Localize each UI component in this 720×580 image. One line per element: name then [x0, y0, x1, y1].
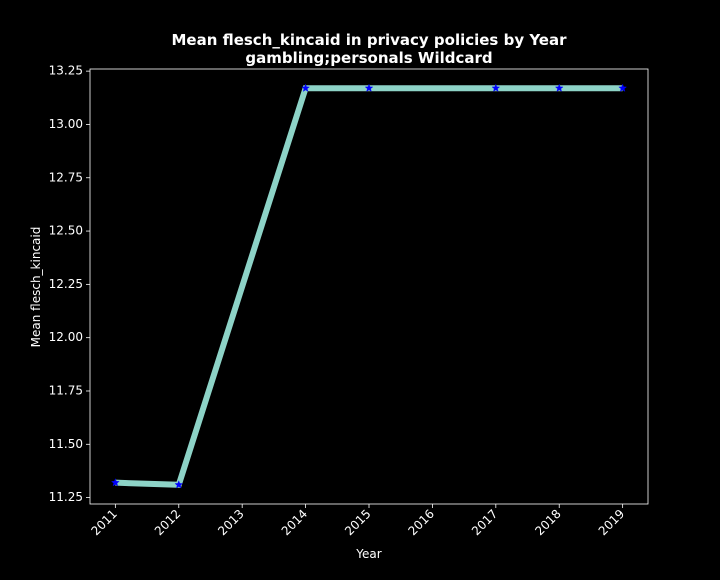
x-tick-label: 2016 [406, 507, 437, 538]
data-point-star [111, 478, 120, 487]
x-tick-label: 2015 [342, 507, 373, 538]
data-point-star [554, 83, 564, 92]
x-tick-label: 2012 [152, 507, 183, 538]
series-line [115, 85, 623, 488]
data-point-star [364, 83, 374, 92]
x-axis-label: Year [355, 547, 381, 561]
y-tick-label: 12.50 [49, 224, 83, 238]
series-layer [111, 83, 627, 489]
x-tick-label: 2011 [88, 507, 119, 538]
chart-subtitle: gambling;personals Wildcard [245, 49, 492, 67]
y-tick-label: 12.75 [49, 170, 83, 184]
y-tick-label: 12.25 [49, 277, 83, 291]
x-tick-label: 2019 [596, 507, 627, 538]
y-tick-label: 11.75 [49, 383, 83, 397]
plot-area-frame [89, 68, 649, 505]
y-tick-label: 12.00 [49, 330, 83, 344]
y-tick-label: 11.50 [49, 437, 83, 451]
data-point-star [491, 83, 501, 92]
data-point-star [618, 83, 627, 92]
x-axis: 2011 2012 2013 2014 2015 2016 2017 2018 2019 [88, 504, 627, 538]
data-point-star [301, 83, 310, 92]
y-axis-label: Mean flesch_kincaid [29, 227, 43, 348]
chart-title: Mean flesch_kincaid in privacy policies … [171, 31, 567, 49]
x-tick-label: 2017 [469, 507, 500, 538]
x-tick-label: 2014 [279, 507, 310, 538]
data-point-star [174, 480, 184, 489]
y-tick-label: 13.25 [49, 64, 83, 78]
x-tick-label: 2013 [215, 507, 246, 538]
y-axis: 11.25 11.50 11.75 12.00 12.25 12.50 12.75 13.00… [49, 64, 90, 504]
y-tick-label: 13.00 [49, 117, 83, 131]
x-tick-label: 2018 [532, 507, 563, 538]
y-tick-label: 11.25 [49, 490, 83, 504]
